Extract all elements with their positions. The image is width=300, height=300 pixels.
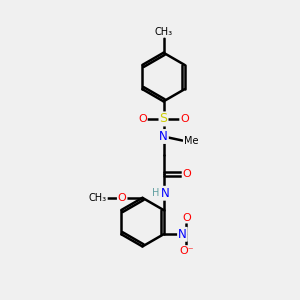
Text: O: O — [180, 114, 189, 124]
Text: N: N — [159, 130, 168, 143]
Text: CH₃: CH₃ — [89, 193, 107, 203]
Text: O: O — [118, 193, 127, 203]
Text: H: H — [152, 188, 160, 198]
Text: N: N — [160, 187, 169, 200]
Text: Me: Me — [184, 136, 198, 146]
Text: O: O — [183, 169, 191, 179]
Text: O⁻: O⁻ — [179, 246, 194, 256]
Text: CH₃: CH₃ — [154, 27, 172, 37]
Text: O: O — [138, 114, 147, 124]
Text: N: N — [178, 228, 187, 241]
Text: O: O — [182, 213, 191, 223]
Text: S: S — [160, 112, 167, 125]
